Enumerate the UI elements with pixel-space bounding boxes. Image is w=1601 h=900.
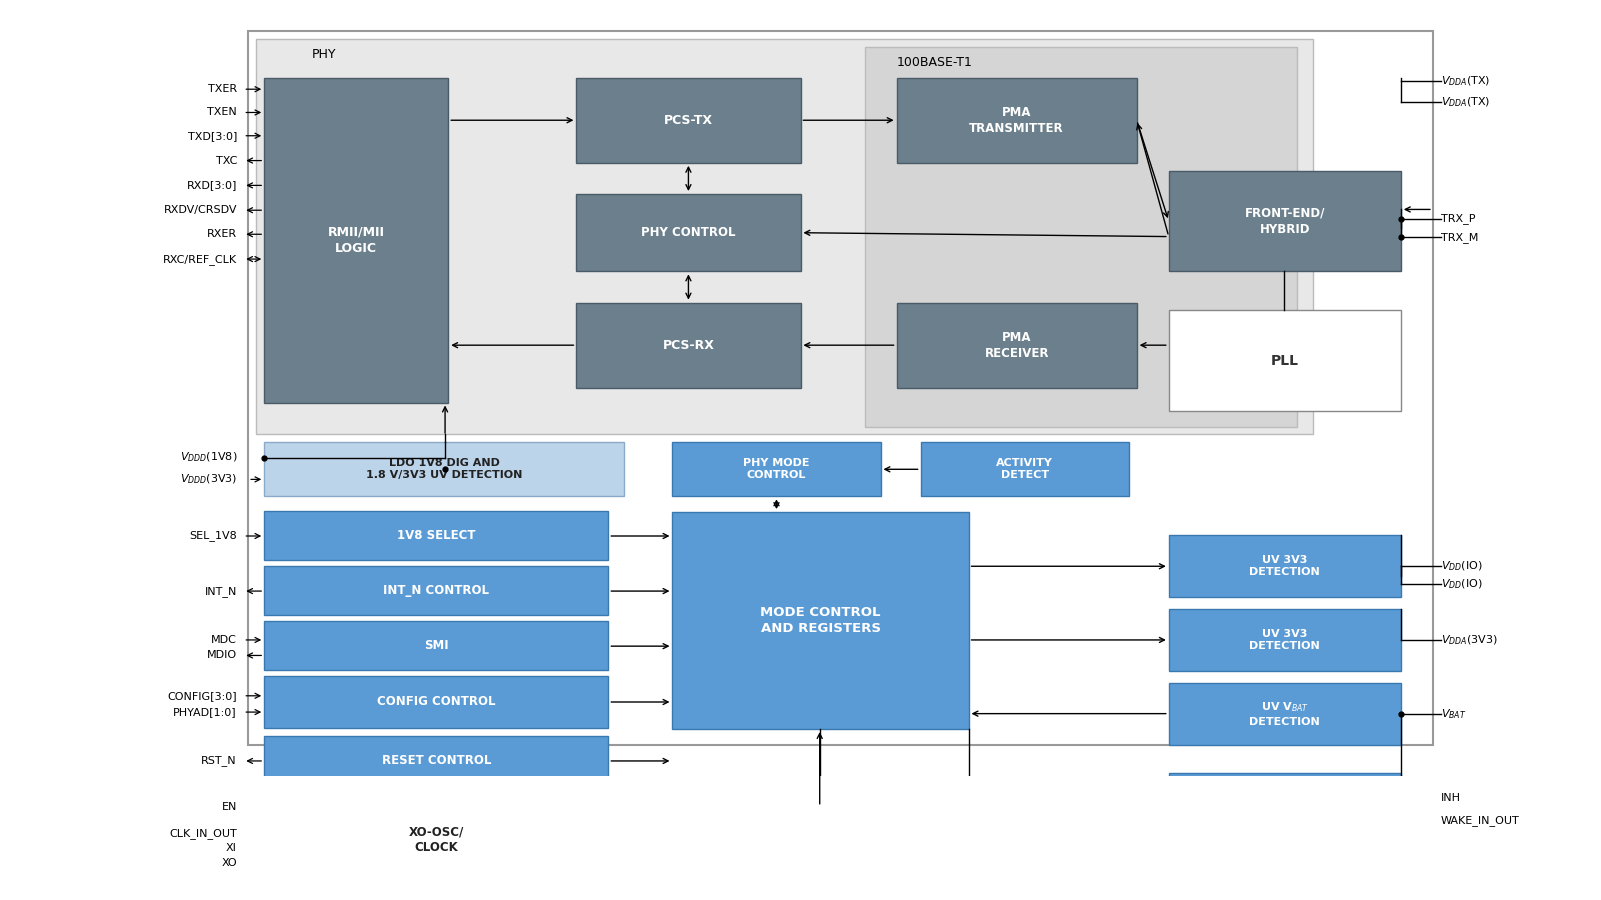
Text: RXD[3:0]: RXD[3:0]	[187, 180, 237, 191]
Text: $V_{DDA}$(TX): $V_{DDA}$(TX)	[1441, 95, 1491, 109]
Bar	[576, 302, 800, 388]
Text: PMA
TRANSMITTER: PMA TRANSMITTER	[969, 105, 1065, 135]
Text: CLK_IN_OUT: CLK_IN_OUT	[170, 828, 237, 840]
Bar	[1169, 536, 1401, 598]
Text: RXDV/CRSDV: RXDV/CRSDV	[163, 205, 237, 215]
Text: XO: XO	[221, 858, 237, 868]
Text: $V_{DDA}$(3V3): $V_{DDA}$(3V3)	[1441, 633, 1497, 647]
Text: RXC/REF_CLK: RXC/REF_CLK	[163, 254, 237, 265]
Bar	[264, 511, 608, 560]
Text: $V_{DD}$(IO): $V_{DD}$(IO)	[1441, 577, 1483, 591]
Text: TXC: TXC	[216, 156, 237, 166]
Text: UV 3V3
DETECTION: UV 3V3 DETECTION	[1249, 555, 1321, 578]
Text: XI: XI	[226, 842, 237, 853]
Text: TXER: TXER	[208, 85, 237, 94]
Bar	[897, 77, 1137, 163]
Bar	[1169, 310, 1401, 411]
Text: PCS-RX: PCS-RX	[663, 338, 714, 352]
Text: PHYAD[1:0]: PHYAD[1:0]	[173, 707, 237, 717]
Text: INT_N CONTROL: INT_N CONTROL	[383, 584, 490, 598]
Text: 100BASE-T1: 100BASE-T1	[897, 56, 972, 68]
Text: PLL: PLL	[1271, 354, 1298, 368]
Bar	[672, 442, 881, 497]
Text: CONFIG[3:0]: CONFIG[3:0]	[168, 691, 237, 701]
Text: RESET CONTROL: RESET CONTROL	[381, 754, 492, 767]
Text: PCS-TX: PCS-TX	[664, 113, 712, 127]
Bar	[264, 811, 608, 868]
Text: TRX_P: TRX_P	[1441, 213, 1476, 224]
Text: $V_{BAT}$: $V_{BAT}$	[1441, 706, 1467, 721]
Text: PMA
RECEIVER: PMA RECEIVER	[985, 330, 1049, 360]
Text: TRX_M: TRX_M	[1441, 232, 1478, 243]
Text: PHY: PHY	[312, 48, 336, 61]
Bar	[264, 621, 608, 670]
Text: XO-OSC/
CLOCK: XO-OSC/ CLOCK	[408, 825, 464, 854]
Bar	[256, 39, 1313, 435]
Bar	[865, 47, 1297, 427]
Bar	[1169, 171, 1401, 272]
Text: INH: INH	[1441, 793, 1460, 803]
Text: CONFIG CONTROL: CONFIG CONTROL	[376, 696, 496, 708]
Text: INH: INH	[1271, 791, 1298, 805]
Text: PHY CONTROL: PHY CONTROL	[640, 226, 736, 239]
Bar	[576, 194, 800, 272]
Text: RMII/MII
LOGIC: RMII/MII LOGIC	[328, 226, 384, 255]
Bar	[264, 566, 608, 615]
Text: SMI: SMI	[424, 639, 448, 652]
Text: $V_{DDA}$(TX): $V_{DDA}$(TX)	[1441, 75, 1491, 88]
Bar	[264, 677, 608, 727]
Text: SEL_1V8: SEL_1V8	[189, 530, 237, 542]
Text: MODE CONTROL
AND REGISTERS: MODE CONTROL AND REGISTERS	[760, 606, 881, 635]
Text: TXEN: TXEN	[207, 107, 237, 118]
Text: 1V8 SELECT: 1V8 SELECT	[397, 529, 475, 542]
Text: RST_N: RST_N	[202, 755, 237, 767]
Text: FRONT-END/
HYBRID: FRONT-END/ HYBRID	[1244, 207, 1326, 236]
Text: LDO 1V8 DIG AND
1.8 V/3V3 UV DETECTION: LDO 1V8 DIG AND 1.8 V/3V3 UV DETECTION	[367, 458, 522, 481]
Bar	[264, 736, 608, 785]
Bar	[248, 31, 1433, 744]
Bar	[1169, 609, 1401, 671]
Text: $V_{DDD}$(1V8): $V_{DDD}$(1V8)	[179, 451, 237, 464]
Text: MDIO: MDIO	[207, 651, 237, 661]
Bar	[264, 442, 624, 497]
Bar	[672, 512, 969, 729]
Bar	[1169, 773, 1401, 823]
Text: $V_{DDD}$(3V3): $V_{DDD}$(3V3)	[179, 472, 237, 486]
Text: PHY MODE
CONTROL: PHY MODE CONTROL	[743, 458, 810, 481]
Text: WAKE_IN_OUT: WAKE_IN_OUT	[1441, 815, 1519, 826]
Text: $V_{DD}$(IO): $V_{DD}$(IO)	[1441, 560, 1483, 573]
Text: RXER: RXER	[207, 230, 237, 239]
Bar	[264, 77, 448, 403]
Text: UV V$_{BAT}$
DETECTION: UV V$_{BAT}$ DETECTION	[1249, 700, 1321, 726]
Text: MDC: MDC	[211, 634, 237, 645]
Text: UV 3V3
DETECTION: UV 3V3 DETECTION	[1249, 629, 1321, 651]
Text: EN: EN	[221, 802, 237, 812]
Bar	[1169, 682, 1401, 744]
Bar	[576, 77, 800, 163]
Text: INT_N: INT_N	[205, 586, 237, 597]
Bar	[921, 442, 1129, 497]
Text: TXD[3:0]: TXD[3:0]	[187, 130, 237, 140]
Text: ACTIVITY
DETECT: ACTIVITY DETECT	[996, 458, 1053, 481]
Bar	[897, 302, 1137, 388]
